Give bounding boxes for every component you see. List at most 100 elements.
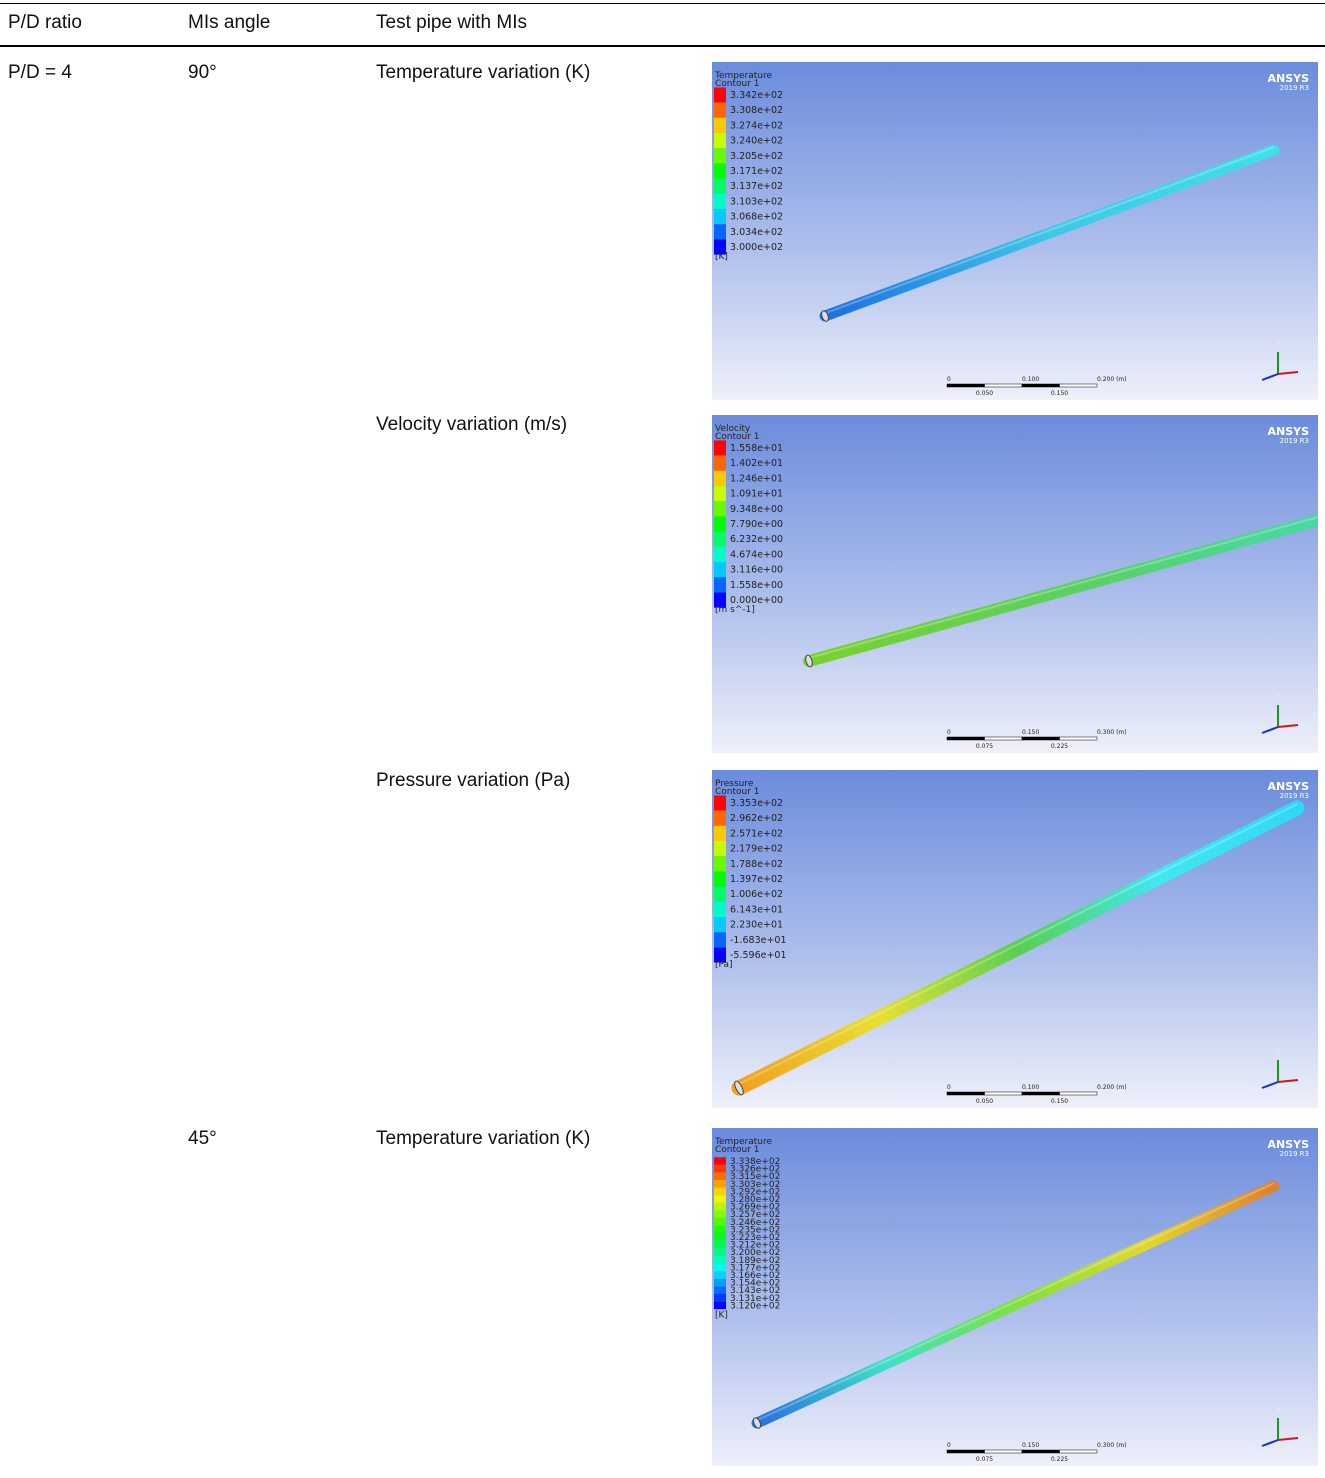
legend-level: 3.189e+02 <box>730 1256 780 1266</box>
legend-swatch <box>714 1187 726 1196</box>
axis-label: Y <box>1275 340 1281 348</box>
legend-level: 1.397e+02 <box>730 874 783 885</box>
legend-swatch <box>714 531 726 547</box>
legend-variable: Temperature <box>714 71 772 81</box>
legend-level: 6.143e+01 <box>730 904 783 915</box>
legend-swatch <box>714 795 726 811</box>
legend-level: 3.103e+02 <box>730 196 783 207</box>
legend-swatch <box>714 1248 726 1256</box>
scale-segment <box>946 1449 985 1454</box>
legend-level: 3.342e+02 <box>730 90 783 101</box>
brand: ANSYS <box>1267 1138 1309 1151</box>
legend-swatch <box>714 1202 726 1211</box>
scale-label: 0.150 <box>1022 729 1039 736</box>
legend-level: 3.000e+02 <box>730 242 783 253</box>
legend-swatch <box>714 440 726 456</box>
legend-swatch <box>714 577 726 593</box>
legend-swatch <box>714 1180 726 1188</box>
legend-level: 3.246e+02 <box>730 1218 780 1228</box>
axis-z <box>1261 726 1279 734</box>
legend-swatch <box>714 163 726 179</box>
scale-label: 0 <box>947 1442 951 1449</box>
pipe-end <box>734 1080 744 1096</box>
legend-swatch <box>714 486 726 502</box>
pipe-highlight <box>808 516 1318 659</box>
legend-level: 1.006e+02 <box>730 889 783 900</box>
axis-label: X <box>1302 1434 1307 1442</box>
legend-swatch <box>714 239 726 255</box>
version: 2019 R3 <box>1280 437 1309 445</box>
legend-level: 3.308e+02 <box>730 105 783 116</box>
legend-swatch <box>714 1301 726 1310</box>
scale-label: 0.300 (m) <box>1097 729 1127 736</box>
pipe <box>819 144 1280 322</box>
legend-swatch <box>714 455 726 471</box>
legend-level: 3.212e+02 <box>730 1241 780 1251</box>
scale-segment <box>1059 383 1098 388</box>
legend-level: 3.137e+02 <box>730 181 783 192</box>
legend-swatch <box>714 1240 726 1249</box>
legend-level: 2.179e+02 <box>730 844 783 855</box>
property-label: Velocity variation (m/s) <box>376 414 568 435</box>
scale-label: 0.050 <box>976 390 993 397</box>
property-label: Temperature variation (K) <box>376 1128 591 1149</box>
legend-swatch <box>714 1218 726 1226</box>
legend-swatch <box>714 932 726 948</box>
mis-angle: 90° <box>188 62 217 83</box>
legend-contour: Contour 1 <box>715 787 760 797</box>
axis-label: X <box>1302 1076 1307 1084</box>
scale-label: 0.225 <box>1051 743 1068 750</box>
scale-label: 0 <box>947 729 951 736</box>
version: 2019 R3 <box>1280 1150 1309 1158</box>
axis-x <box>1277 1437 1299 1441</box>
scale-label: 0.300 (m) <box>1097 1442 1127 1449</box>
legend-unit: [K] <box>715 1310 728 1320</box>
brand: ANSYS <box>1267 72 1309 85</box>
scale-segment <box>984 736 1023 741</box>
legend-level: 3.257e+02 <box>730 1210 780 1220</box>
header-cell: MIs angle <box>188 12 271 33</box>
background <box>712 415 1318 753</box>
header-cell: Test pipe with MIs <box>376 12 527 33</box>
scale-segment <box>1021 1091 1060 1096</box>
legend-swatch <box>714 886 726 902</box>
legend-swatch <box>714 516 726 532</box>
pipe-highlight <box>756 1182 1275 1422</box>
legend-level: 3.154e+02 <box>730 1279 780 1289</box>
pipe <box>731 800 1305 1096</box>
legend-swatch <box>714 1256 726 1264</box>
axis-label: Z <box>1252 1442 1257 1450</box>
legend-level: 2.571e+02 <box>730 828 783 839</box>
scale-label: 0 <box>947 376 951 383</box>
legend-swatch <box>714 1164 726 1173</box>
legend-variable: Velocity <box>715 424 751 434</box>
legend-level: 3.235e+02 <box>730 1225 780 1235</box>
legend-level: 3.205e+02 <box>730 151 783 162</box>
scale-label: 0.075 <box>976 743 993 750</box>
legend-swatch <box>714 825 726 841</box>
legend-swatch <box>714 546 726 562</box>
legend-swatch <box>714 856 726 872</box>
scale-label: 0.150 <box>1051 1098 1068 1105</box>
legend-level: -1.683e+01 <box>730 935 787 946</box>
brand: ANSYS <box>1267 780 1309 793</box>
pd-ratio: P/D = 4 <box>8 62 72 83</box>
scale-label: 0 <box>947 1084 951 1091</box>
legend-level: 1.091e+01 <box>730 489 783 500</box>
top-rule <box>0 3 1325 4</box>
axis-x <box>1277 724 1299 728</box>
axis-x <box>1277 1079 1299 1083</box>
scale-label: 0.150 <box>1051 390 1068 397</box>
legend-swatch <box>714 1157 726 1165</box>
legend-swatch <box>714 917 726 933</box>
legend-level: 3.223e+02 <box>730 1233 780 1243</box>
legend-swatch <box>714 193 726 209</box>
legend-swatch <box>714 102 726 118</box>
legend-swatch <box>714 1172 726 1180</box>
legend-level: 3.068e+02 <box>730 212 783 223</box>
legend-contour: Contour 1 <box>715 79 760 89</box>
legend-swatch <box>714 148 726 164</box>
legend-unit: [m s^-1] <box>715 605 755 615</box>
